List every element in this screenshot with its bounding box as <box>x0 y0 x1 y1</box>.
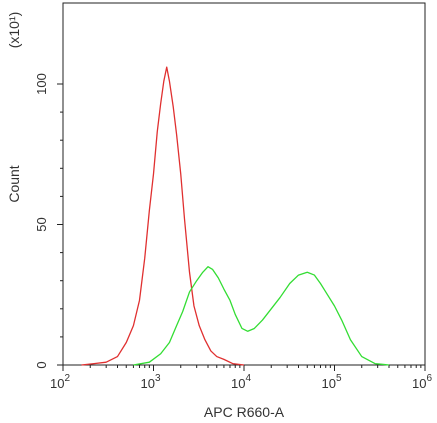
x-axis-ticks: 102 103 104 105 106 <box>50 365 432 391</box>
y-axis-ticks: 0 50 100 <box>34 73 63 369</box>
series-2-line <box>133 265 390 366</box>
x-tick-label: 106 <box>412 373 432 391</box>
x-axis-label: APC R660-A <box>204 404 285 420</box>
x-tick-label: 102 <box>50 373 70 391</box>
y-axis-label: Count <box>6 165 22 202</box>
x-tick-label: 103 <box>140 373 160 391</box>
series-1-line <box>81 66 245 366</box>
y-tick-label: 0 <box>34 361 49 368</box>
plot-frame <box>62 2 426 366</box>
y-tick-label: 50 <box>34 217 49 231</box>
x-tick-label: 104 <box>231 373 251 391</box>
x-tick-label: 105 <box>321 373 341 391</box>
y-axis-multiplier-label: (x10¹) <box>6 12 22 49</box>
y-tick-label: 100 <box>34 73 49 95</box>
histogram-series <box>81 66 390 366</box>
